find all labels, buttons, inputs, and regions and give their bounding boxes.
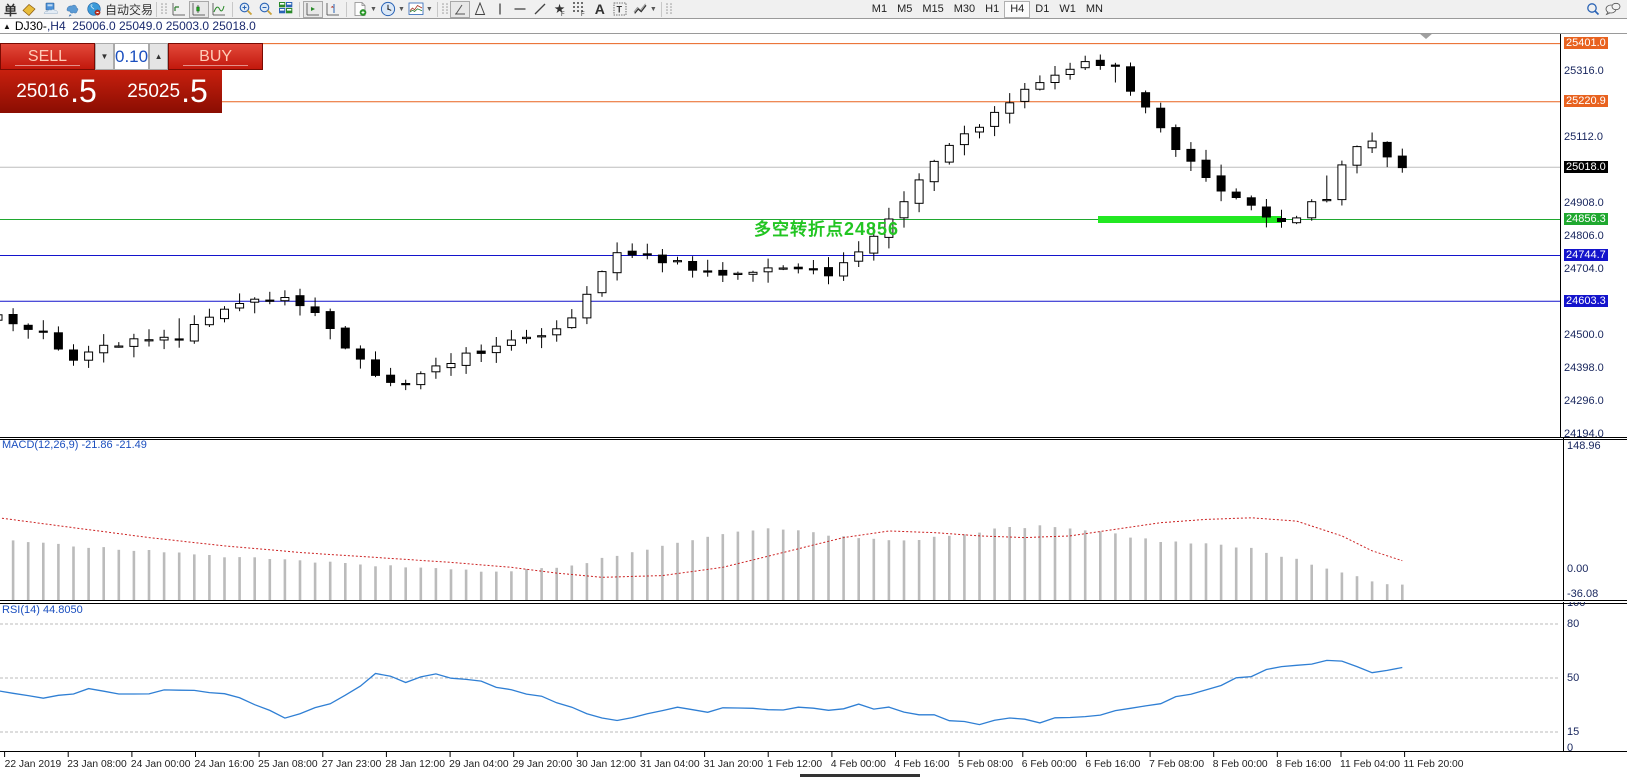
svg-text:T: T — [616, 5, 622, 15]
svg-text:F: F — [561, 12, 565, 17]
svg-text:F: F — [581, 12, 585, 17]
